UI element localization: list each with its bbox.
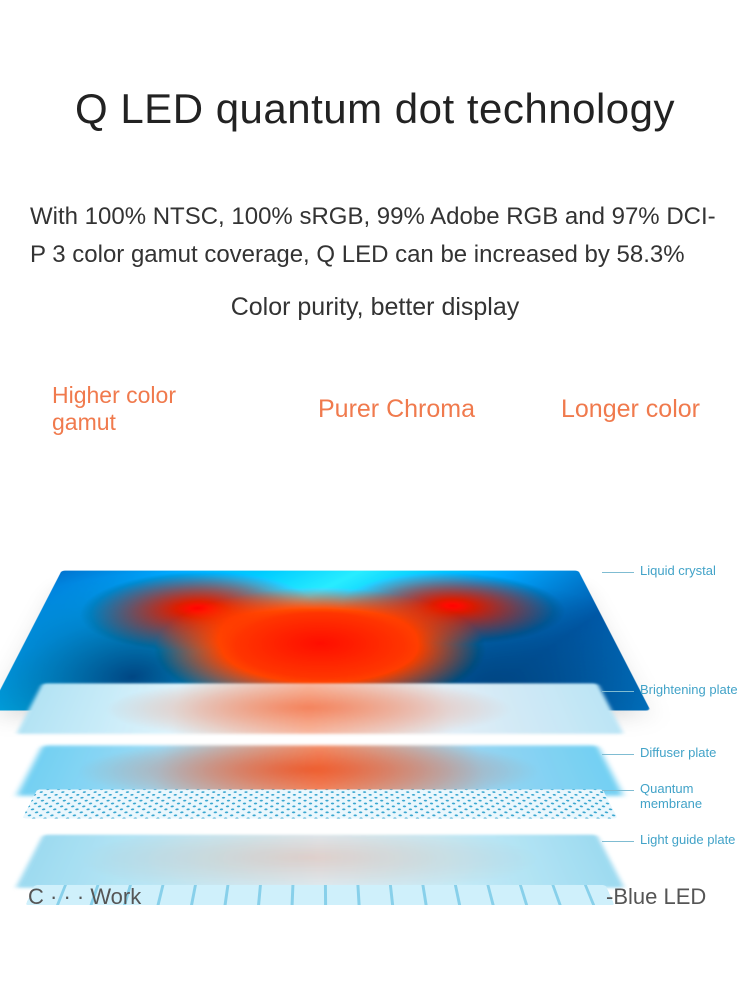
page-root: Q LED quantum dot technology With 100% N… — [0, 0, 750, 1000]
layer-brightening-plate — [16, 683, 623, 733]
label-liquid-crystal: Liquid crystal — [640, 564, 750, 579]
label-quantum-membrane: Quantum membrane — [640, 782, 750, 812]
layer-quantum-membrane — [22, 789, 617, 818]
feature-purer-chroma: Purer Chroma — [318, 394, 475, 424]
layer-light-guide-plate — [16, 835, 625, 888]
label-light-guide-plate: Light guide plate — [640, 833, 750, 848]
layer-stack: Liquid crystal Brightening plate Diffuse… — [0, 470, 750, 940]
feature-higher-gamut: Higher color gamut — [52, 382, 232, 437]
description: With 100% NTSC, 100% sRGB, 99% Adobe RGB… — [0, 133, 750, 275]
led-left-text: C · · · Work — [28, 884, 141, 910]
feature-longer-color: Longer color — [561, 394, 700, 424]
layer-diffuser-plate — [16, 745, 623, 795]
page-title: Q LED quantum dot technology — [0, 0, 750, 133]
subheading: Color purity, better display — [0, 293, 750, 322]
feature-row: Higher color gamut Purer Chroma Longer c… — [0, 322, 750, 437]
label-diffuser-plate: Diffuser plate — [640, 746, 750, 761]
label-brightening-plate: Brightening plate — [640, 683, 750, 698]
led-right-text: -Blue LED — [606, 884, 706, 910]
